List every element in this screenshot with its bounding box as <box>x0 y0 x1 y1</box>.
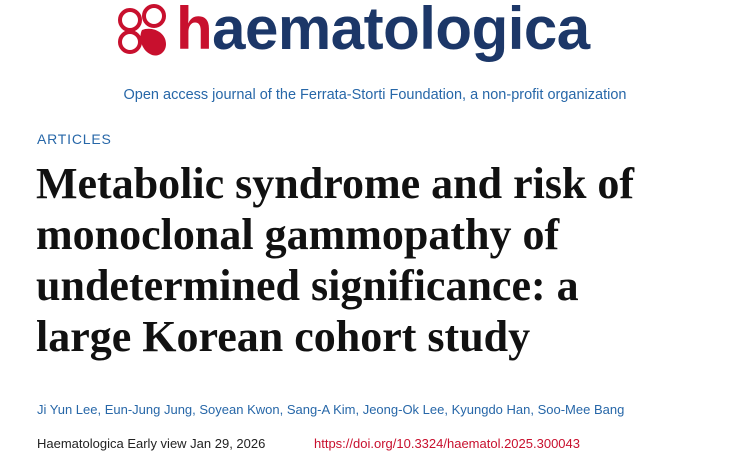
logo-text[interactable]: haematologica <box>176 0 590 62</box>
logo-icon <box>118 4 166 56</box>
article-title: Metabolic syndrome and risk of monoclona… <box>36 158 634 362</box>
section-label[interactable]: ARTICLES <box>37 131 112 147</box>
title-line: monoclonal gammopathy of <box>36 210 560 259</box>
title-line: Metabolic syndrome and risk of <box>36 159 635 208</box>
title-line: large Korean cohort study <box>36 312 531 361</box>
doi-link[interactable]: https://doi.org/10.3324/haematol.2025.30… <box>314 436 580 451</box>
citation: Haematologica Early view Jan 29, 2026 <box>37 436 266 451</box>
tagline: Open access journal of the Ferrata-Stort… <box>123 87 627 103</box>
authors[interactable]: Ji Yun Lee, Eun-Jung Jung, Soyean Kwon, … <box>37 402 625 417</box>
title-line: undetermined significance: a <box>36 261 579 310</box>
